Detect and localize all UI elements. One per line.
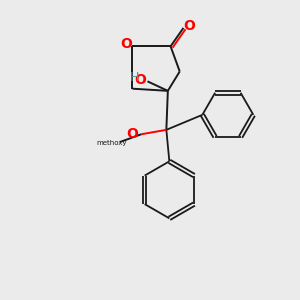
- Text: O: O: [183, 20, 195, 33]
- Text: O: O: [120, 37, 132, 51]
- Text: O: O: [126, 127, 138, 141]
- Text: H: H: [130, 71, 140, 84]
- Text: O: O: [134, 74, 146, 87]
- Text: methoxy: methoxy: [96, 140, 127, 146]
